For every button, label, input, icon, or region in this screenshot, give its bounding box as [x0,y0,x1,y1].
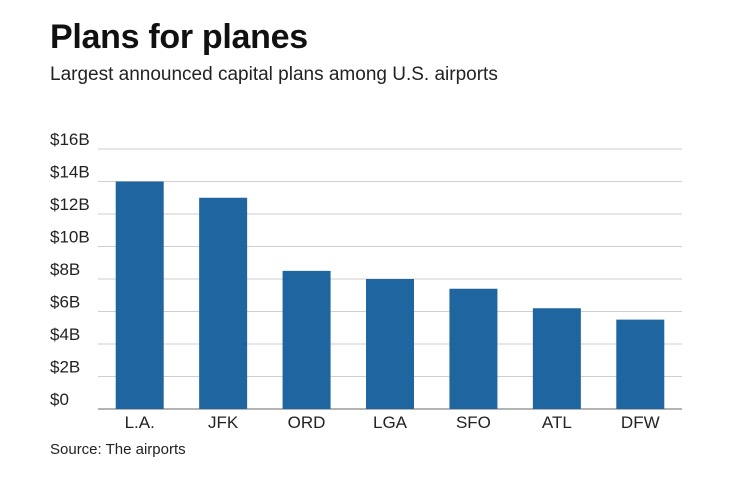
x-tick-label: ORD [288,413,326,432]
bar-atl [532,308,581,409]
bar-l-a [115,181,164,409]
x-tick-label: JFK [208,413,239,432]
y-tick-label: $2B [50,358,80,377]
x-tick-label: SFO [456,413,491,432]
x-tick-label: DFW [621,413,660,432]
y-tick-label: $12B [50,195,90,214]
bar-sfo [449,288,498,409]
y-tick-label: $0 [50,390,69,409]
bar-lga [366,279,414,409]
x-axis-labels: L.A. JFK ORD LGA SFO ATL DFW [125,413,660,432]
bar-jfk [199,197,248,409]
y-axis-ticks: $0 $2B $4B $6B $8B $10B $12B $14B $16B [50,130,90,409]
bars [115,181,665,409]
source-note: Source: The airports [50,441,186,458]
chart-title: Plans for planes [50,18,308,56]
bar-ord [282,270,331,409]
x-tick-label: LGA [373,413,408,432]
y-tick-label: $4B [50,325,80,344]
y-tick-label: $16B [50,130,90,149]
y-tick-label: $10B [50,228,90,247]
y-tick-label: $8B [50,260,80,279]
bar-dfw [616,319,665,409]
x-tick-label: L.A. [125,413,155,432]
y-tick-label: $6B [50,293,80,312]
y-tick-label: $14B [50,163,90,182]
chart-subtitle: Largest announced capital plans among U.… [50,64,498,85]
x-tick-label: ATL [542,413,572,432]
